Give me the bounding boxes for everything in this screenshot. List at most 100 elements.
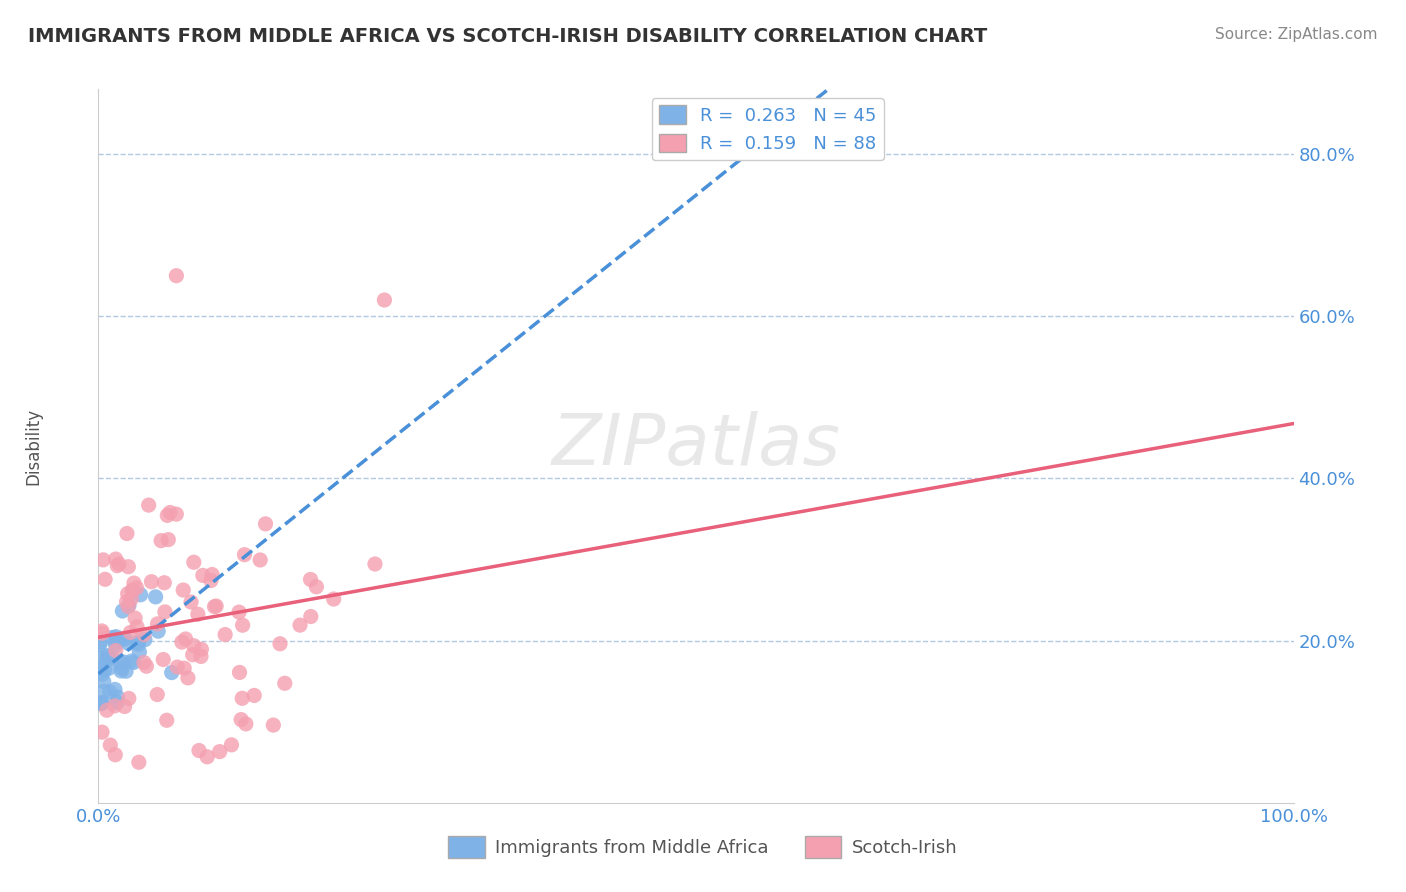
Point (115, 664, 138, 678)
Point (373, 293, 395, 307)
Point (105, 695, 128, 709)
Point (208, 745, 231, 759)
Point (146, 688, 169, 702)
Point (153, 575, 176, 590)
Point (90, 624, 112, 638)
Point (159, 506, 181, 520)
Point (91, 725, 114, 739)
Point (104, 638, 127, 652)
Point (114, 699, 136, 714)
Point (188, 743, 211, 757)
Point (195, 749, 218, 764)
Point (108, 557, 131, 571)
Point (160, 665, 183, 680)
Point (165, 507, 187, 521)
Point (97, 661, 120, 675)
Point (111, 604, 134, 618)
Point (91, 667, 114, 681)
Point (104, 747, 127, 762)
Point (118, 691, 141, 706)
Point (105, 690, 128, 704)
Point (146, 624, 169, 639)
Point (153, 605, 176, 619)
Text: ZIPatlas: ZIPatlas (551, 411, 841, 481)
Point (96, 653, 118, 667)
Point (134, 632, 156, 647)
Point (110, 632, 132, 647)
Point (118, 598, 141, 612)
Text: Source: ZipAtlas.com: Source: ZipAtlas.com (1215, 27, 1378, 42)
Point (104, 698, 127, 713)
Point (254, 516, 277, 531)
Point (170, 635, 193, 649)
Point (90, 697, 112, 711)
Point (132, 627, 155, 641)
Point (125, 620, 148, 634)
Point (89, 650, 111, 665)
Point (129, 588, 152, 602)
Point (274, 676, 297, 690)
Point (135, 659, 157, 673)
Point (146, 616, 169, 631)
Point (205, 599, 228, 613)
Point (150, 533, 173, 548)
Point (104, 635, 127, 649)
Point (127, 635, 149, 649)
Point (166, 660, 188, 674)
Point (165, 268, 187, 283)
Point (228, 605, 250, 619)
Point (117, 587, 139, 601)
Point (201, 567, 224, 582)
Point (124, 611, 146, 625)
Point (122, 656, 145, 670)
Point (269, 637, 291, 651)
Point (132, 656, 155, 670)
Point (89, 662, 111, 676)
Point (204, 599, 226, 614)
Point (91, 553, 114, 567)
Legend: Immigrants from Middle Africa, Scotch-Irish: Immigrants from Middle Africa, Scotch-Ir… (441, 829, 965, 865)
Point (101, 649, 124, 664)
Point (299, 573, 322, 587)
Point (105, 630, 128, 644)
Point (172, 582, 194, 597)
Point (305, 580, 328, 594)
Text: IMMIGRANTS FROM MIDDLE AFRICA VS SCOTCH-IRISH DISABILITY CORRELATION CHART: IMMIGRANTS FROM MIDDLE AFRICA VS SCOTCH-… (28, 27, 987, 45)
Point (183, 639, 205, 653)
Point (98, 738, 121, 752)
Point (121, 583, 143, 598)
Point (288, 618, 311, 632)
Point (94, 572, 117, 586)
Point (104, 643, 127, 657)
Point (187, 607, 209, 622)
Point (93, 684, 115, 698)
Point (128, 756, 150, 770)
Point (243, 689, 266, 703)
Point (110, 664, 132, 678)
Point (104, 552, 127, 566)
Point (233, 548, 256, 562)
Point (96, 648, 118, 663)
Point (173, 661, 195, 675)
Point (115, 595, 138, 609)
Point (117, 599, 139, 614)
Point (231, 713, 253, 727)
Point (322, 592, 344, 607)
Point (105, 558, 128, 573)
Point (91, 695, 114, 709)
Point (190, 649, 212, 664)
Point (156, 713, 179, 727)
Point (91, 626, 114, 640)
Point (228, 665, 250, 680)
Point (249, 553, 271, 567)
Point (183, 555, 205, 569)
Point (200, 574, 222, 588)
Point (98, 685, 121, 699)
Point (190, 642, 212, 657)
Point (191, 568, 214, 582)
Point (93, 674, 115, 689)
Point (157, 533, 180, 547)
Point (120, 591, 142, 606)
Point (110, 656, 132, 670)
Point (214, 627, 236, 641)
